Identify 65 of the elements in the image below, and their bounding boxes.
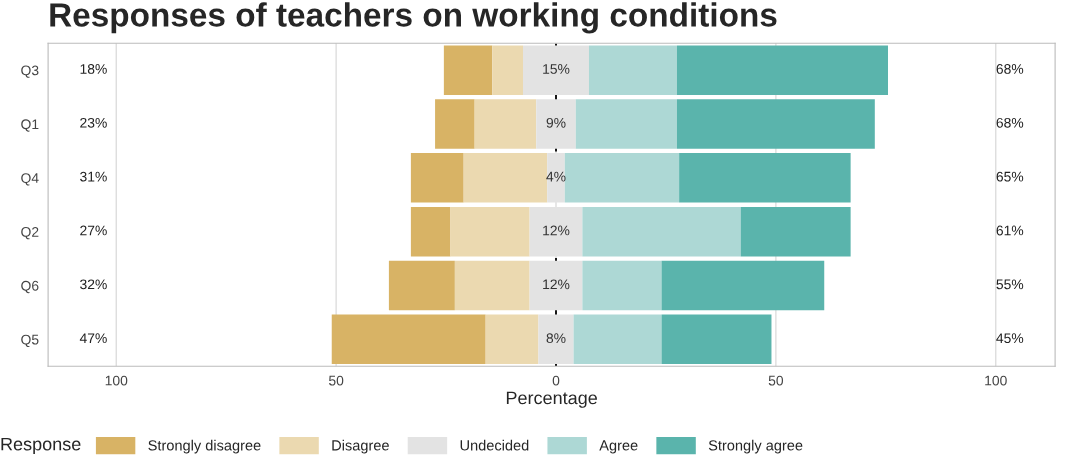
bar <box>492 45 524 95</box>
chart-title: Responses of teachers on working conditions <box>50 2 777 34</box>
annotation: 68% <box>996 64 1024 74</box>
bar <box>410 206 451 257</box>
legend-label: Agree <box>599 440 638 454</box>
annotation: 18% <box>80 64 107 74</box>
bar <box>588 45 677 95</box>
y-tick-label: Q4 <box>21 173 39 186</box>
annotation: 23% <box>80 117 107 128</box>
bar <box>582 206 741 257</box>
bar <box>582 260 662 311</box>
data-label: 8% <box>546 333 566 344</box>
x-tick-label: 100 <box>985 375 1007 386</box>
bar <box>575 99 677 149</box>
x-axis-title: Percentage <box>506 391 597 408</box>
x-tick-label: 50 <box>768 375 784 386</box>
legend-label: Disagree <box>332 439 389 454</box>
bar <box>435 99 475 149</box>
legend-label: Strongly agree <box>708 439 803 454</box>
bar <box>536 99 576 149</box>
bar <box>564 153 680 203</box>
y-tick-label: Q6 <box>21 280 39 294</box>
bar <box>454 260 530 311</box>
bar <box>485 314 539 365</box>
annotation: 68% <box>996 117 1024 128</box>
bar <box>679 153 851 203</box>
x-tick-label: 50 <box>328 375 344 386</box>
bar <box>443 45 493 95</box>
bar <box>450 206 530 257</box>
bar <box>661 314 772 365</box>
x-tick-label: 100 <box>105 375 128 386</box>
data-label: 12% <box>543 225 570 236</box>
annotation: 32% <box>80 279 107 290</box>
bar <box>523 45 589 95</box>
bar <box>331 314 486 365</box>
annotation: 27% <box>80 225 107 236</box>
bar <box>529 260 583 311</box>
annotation: 31% <box>80 171 107 182</box>
bar <box>463 153 548 203</box>
legend-label: Undecided <box>460 439 529 451</box>
x-tick-label: 0 <box>552 375 560 386</box>
y-tick-label: Q5 <box>21 334 39 348</box>
legend-label: Strongly disagree <box>148 439 261 454</box>
y-tick-label: Q1 <box>21 119 39 132</box>
y-tick-label: Q3 <box>21 65 39 78</box>
annotation: 61% <box>996 225 1024 236</box>
annotation: 47% <box>79 333 107 344</box>
bar <box>676 45 888 95</box>
annotation: 65% <box>996 171 1024 182</box>
data-label: 9% <box>546 117 566 128</box>
bar <box>573 314 662 365</box>
data-label: 12% <box>543 279 570 290</box>
bar <box>661 260 825 311</box>
annotation: 45% <box>996 333 1024 344</box>
bar <box>740 206 851 257</box>
data-label: 15% <box>543 64 570 74</box>
legend-title: Response <box>1 437 81 455</box>
annotation: 55% <box>996 279 1024 290</box>
bar <box>676 99 875 149</box>
bar <box>538 314 574 365</box>
bar <box>388 260 455 311</box>
bar <box>410 153 464 203</box>
data-label: 4% <box>546 171 566 182</box>
bar <box>474 99 537 149</box>
y-tick-label: Q2 <box>21 227 39 240</box>
